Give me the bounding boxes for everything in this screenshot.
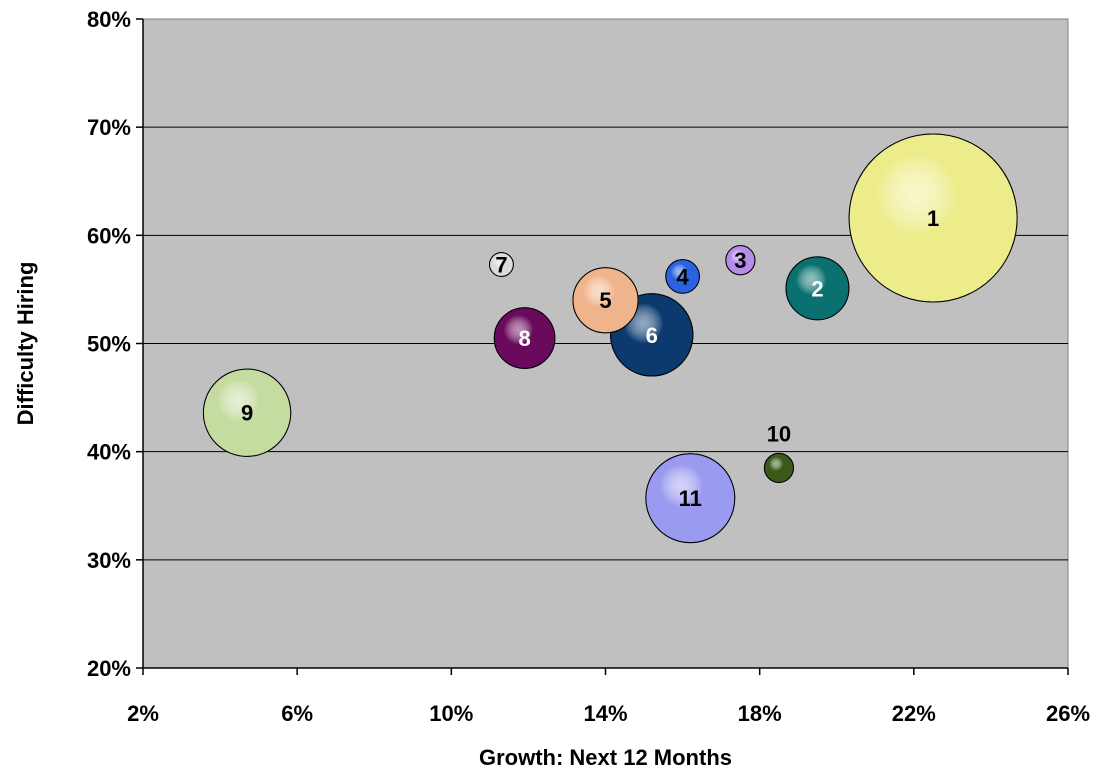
x-tick-label: 22% (892, 701, 936, 726)
y-tick-label: 50% (87, 332, 131, 357)
bubble-label-6: 6 (646, 323, 658, 348)
bubble-label-1: 1 (927, 206, 939, 231)
y-tick-label: 60% (87, 223, 131, 248)
bubble-label-2: 2 (811, 276, 823, 301)
bubble-label-9: 9 (241, 401, 253, 426)
x-tick-label: 26% (1046, 701, 1090, 726)
x-tick-label: 10% (429, 701, 473, 726)
y-tick-label: 40% (87, 440, 131, 465)
y-tick-label: 80% (87, 7, 131, 32)
bubble-8: 8 (494, 308, 555, 369)
bubble-1: 1 (849, 134, 1017, 302)
bubble-label-8: 8 (518, 326, 530, 351)
bubble-3: 3 (726, 246, 755, 275)
bubble-label-7: 7 (495, 253, 507, 278)
bubble-4: 4 (666, 260, 700, 294)
x-tick-label: 6% (281, 701, 313, 726)
y-tick-label: 70% (87, 115, 131, 140)
bubble-11: 11 (646, 454, 735, 543)
y-axis-title: Difficulty Hiring (13, 262, 38, 426)
bubble-label-5: 5 (599, 288, 611, 313)
bubble-label-4: 4 (676, 264, 689, 289)
y-axis-tick-labels: 20% 30% 40% 50% 60% 70% 80% (87, 7, 131, 681)
y-tick-label: 30% (87, 548, 131, 573)
x-axis-tick-labels: 2% 6% 10% 14% 18% 22% 26% (127, 701, 1090, 726)
bubble-2: 2 (786, 257, 849, 320)
bubble-label-11: 11 (679, 486, 702, 511)
x-tick-label: 2% (127, 701, 159, 726)
bubble-5: 5 (573, 268, 638, 333)
y-tick-label: 20% (87, 656, 131, 681)
bubble-10-shade (764, 453, 793, 482)
bubble-label-3: 3 (734, 248, 746, 273)
x-tick-label: 18% (738, 701, 782, 726)
bubble-9: 9 (203, 369, 290, 456)
x-axis-title: Growth: Next 12 Months (479, 745, 732, 770)
bubble-label-10: 10 (767, 421, 791, 446)
x-tick-label: 14% (583, 701, 627, 726)
